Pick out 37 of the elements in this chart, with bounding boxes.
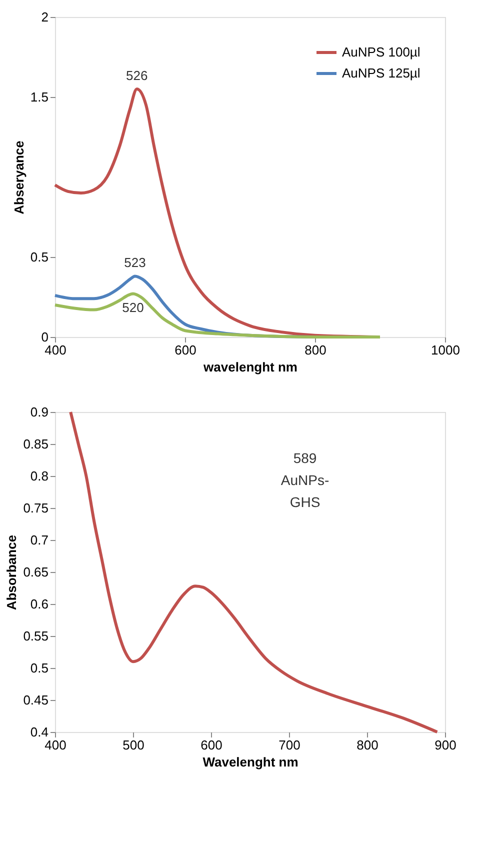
- legend-label: AuNPS 100µl: [342, 44, 420, 60]
- y-tick-label: 0.6: [30, 596, 48, 612]
- y-axis-title: Abseryance: [11, 140, 26, 214]
- annotation: 526: [126, 68, 148, 83]
- y-tick-label: 0.85: [23, 436, 48, 452]
- x-tick-label: 1000: [431, 342, 460, 358]
- annotation: 523: [124, 255, 146, 270]
- x-tick-label: 900: [434, 738, 456, 752]
- line-series: [54, 292, 382, 338]
- x-tick-label: 700: [278, 738, 300, 752]
- x-tick-label: 600: [174, 342, 196, 358]
- y-tick-label: 1.5: [30, 90, 48, 104]
- y-tick-label: 0: [41, 330, 48, 344]
- y-tick-label: 0.65: [23, 564, 48, 580]
- y-tick-label: 0.5: [30, 660, 48, 676]
- y-tick-label: 0.5: [30, 250, 48, 264]
- x-tick-label: 800: [356, 738, 378, 752]
- x-axis-title: wavelenght nm: [202, 360, 298, 374]
- x-axis-title: Wavelenght nm: [202, 754, 298, 770]
- y-tick-label: 2: [41, 10, 48, 24]
- x-tick-label: 400: [44, 342, 66, 358]
- annotation: 589 AuNPs- GHS: [280, 450, 330, 510]
- line-series: [69, 410, 439, 734]
- x-tick-label: 400: [44, 738, 66, 752]
- y-tick-label: 0.8: [30, 468, 48, 484]
- x-tick-label: 800: [304, 342, 326, 358]
- annotation: 520: [122, 300, 144, 315]
- legend-label: AuNPS 125µl: [342, 66, 420, 80]
- x-tick-label: 500: [122, 738, 144, 752]
- y-axis-title: Absorbance: [4, 534, 20, 610]
- y-tick-label: 0.9: [30, 404, 48, 420]
- x-tick-label: 600: [200, 738, 222, 752]
- y-tick-label: 0.7: [30, 532, 48, 548]
- y-tick-label: 0.45: [23, 692, 48, 708]
- y-tick-label: 0.55: [23, 628, 48, 644]
- y-tick-label: 0.4: [30, 724, 48, 740]
- y-tick-label: 0.75: [23, 500, 48, 516]
